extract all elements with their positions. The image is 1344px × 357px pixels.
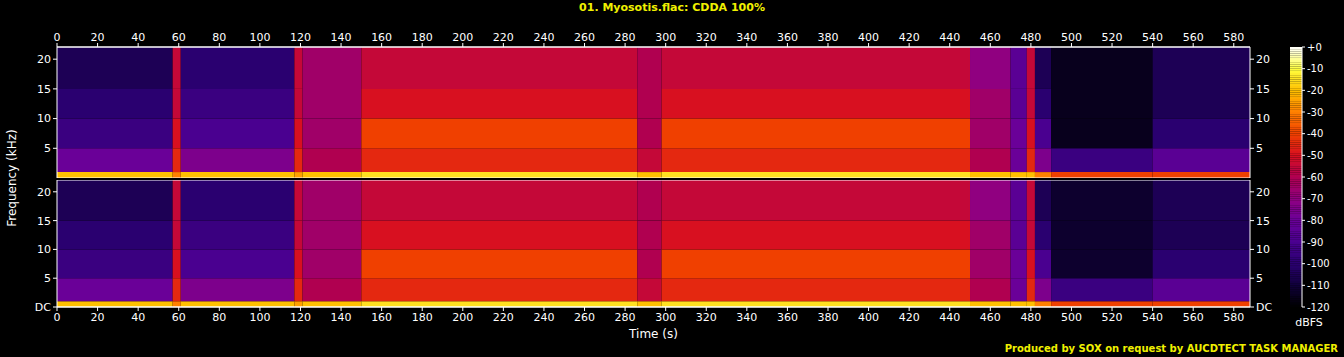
html-text:01. Myosotis.flac: CDDA 100%: 01. Myosotis.flac: CDDA 100%: [579, 1, 765, 14]
svg-text:-100: -100: [1307, 258, 1330, 269]
svg-text:140: 140: [331, 311, 352, 324]
svg-text:-40: -40: [1307, 128, 1323, 139]
svg-text:460: 460: [980, 311, 1001, 324]
svg-text:-50: -50: [1307, 150, 1323, 161]
svg-text:-10: -10: [1307, 63, 1323, 74]
svg-text:560: 560: [1183, 31, 1204, 44]
svg-text:20: 20: [37, 53, 51, 66]
svg-text:580: 580: [1223, 311, 1244, 324]
svg-text:+0: +0: [1307, 42, 1322, 53]
svg-text:140: 140: [331, 31, 352, 44]
svg-text:380: 380: [817, 311, 838, 324]
svg-text:360: 360: [777, 311, 798, 324]
svg-text:40: 40: [131, 31, 145, 44]
svg-text:420: 420: [899, 311, 920, 324]
svg-text:500: 500: [1061, 311, 1082, 324]
svg-text:500: 500: [1061, 31, 1082, 44]
svg-text:540: 540: [1142, 311, 1163, 324]
svg-text:240: 240: [533, 311, 554, 324]
svg-text:120: 120: [290, 31, 311, 44]
svg-text:200: 200: [452, 311, 473, 324]
svg-text:-20: -20: [1307, 85, 1323, 96]
svg-text:80: 80: [212, 31, 226, 44]
svg-text:100: 100: [249, 311, 270, 324]
svg-text:260: 260: [574, 31, 595, 44]
svg-text:300: 300: [655, 311, 676, 324]
svg-text:80: 80: [212, 311, 226, 324]
svg-text:0: 0: [54, 311, 61, 324]
svg-text:5: 5: [44, 272, 51, 285]
svg-text:160: 160: [371, 311, 392, 324]
svg-text:10: 10: [37, 243, 51, 256]
svg-text:520: 520: [1102, 31, 1123, 44]
svg-text:420: 420: [899, 31, 920, 44]
svg-text:15: 15: [1256, 83, 1270, 96]
svg-text:460: 460: [980, 31, 1001, 44]
html-text:Produced by SOX on request by: Produced by SOX on request by AUCDTECT T…: [1004, 343, 1338, 354]
svg-text:DC: DC: [1256, 301, 1272, 314]
svg-text:-60: -60: [1307, 172, 1323, 183]
svg-text:60: 60: [172, 311, 186, 324]
svg-text:40: 40: [131, 311, 145, 324]
svg-text:360: 360: [777, 31, 798, 44]
svg-text:-110: -110: [1307, 280, 1330, 291]
svg-text:20: 20: [1256, 186, 1270, 199]
svg-text:-90: -90: [1307, 237, 1323, 248]
svg-text:15: 15: [37, 215, 51, 228]
svg-text:400: 400: [858, 31, 879, 44]
svg-text:15: 15: [37, 83, 51, 96]
svg-text:10: 10: [1256, 112, 1270, 125]
svg-text:220: 220: [493, 31, 514, 44]
svg-text:-80: -80: [1307, 215, 1323, 226]
svg-text:20: 20: [91, 311, 105, 324]
svg-text:340: 340: [736, 311, 757, 324]
svg-text:240: 240: [533, 31, 554, 44]
svg-text:10: 10: [37, 112, 51, 125]
svg-text:220: 220: [493, 311, 514, 324]
svg-text:340: 340: [736, 31, 757, 44]
svg-text:280: 280: [615, 311, 636, 324]
svg-text:300: 300: [655, 31, 676, 44]
svg-text:Time (s): Time (s): [628, 327, 678, 341]
svg-text:20: 20: [37, 186, 51, 199]
svg-text:260: 260: [574, 311, 595, 324]
svg-text:440: 440: [939, 311, 960, 324]
svg-text:180: 180: [412, 31, 433, 44]
svg-text:10: 10: [1256, 243, 1270, 256]
svg-text:580: 580: [1223, 31, 1244, 44]
svg-text:380: 380: [817, 31, 838, 44]
svg-text:15: 15: [1256, 215, 1270, 228]
svg-text:DC: DC: [35, 301, 51, 314]
svg-text:-30: -30: [1307, 107, 1323, 118]
html-text:dBFS: dBFS: [1295, 316, 1323, 329]
svg-text:0: 0: [54, 31, 61, 44]
svg-text:60: 60: [172, 31, 186, 44]
svg-text:280: 280: [615, 31, 636, 44]
svg-text:480: 480: [1020, 311, 1041, 324]
svg-text:20: 20: [1256, 53, 1270, 66]
svg-text:320: 320: [696, 311, 717, 324]
svg-text:20: 20: [91, 31, 105, 44]
svg-text:100: 100: [249, 31, 270, 44]
svg-text:180: 180: [412, 311, 433, 324]
svg-text:520: 520: [1102, 311, 1123, 324]
svg-text:480: 480: [1020, 31, 1041, 44]
svg-text:400: 400: [858, 311, 879, 324]
svg-text:320: 320: [696, 31, 717, 44]
svg-text:5: 5: [44, 142, 51, 155]
svg-text:5: 5: [1256, 142, 1263, 155]
svg-text:560: 560: [1183, 311, 1204, 324]
svg-text:440: 440: [939, 31, 960, 44]
svg-text:160: 160: [371, 31, 392, 44]
svg-text:-120: -120: [1307, 302, 1330, 313]
svg-text:-70: -70: [1307, 193, 1323, 204]
svg-text:540: 540: [1142, 31, 1163, 44]
svg-text:120: 120: [290, 311, 311, 324]
svg-text:Frequency (kHz): Frequency (kHz): [5, 129, 19, 226]
svg-text:5: 5: [1256, 272, 1263, 285]
svg-text:200: 200: [452, 31, 473, 44]
